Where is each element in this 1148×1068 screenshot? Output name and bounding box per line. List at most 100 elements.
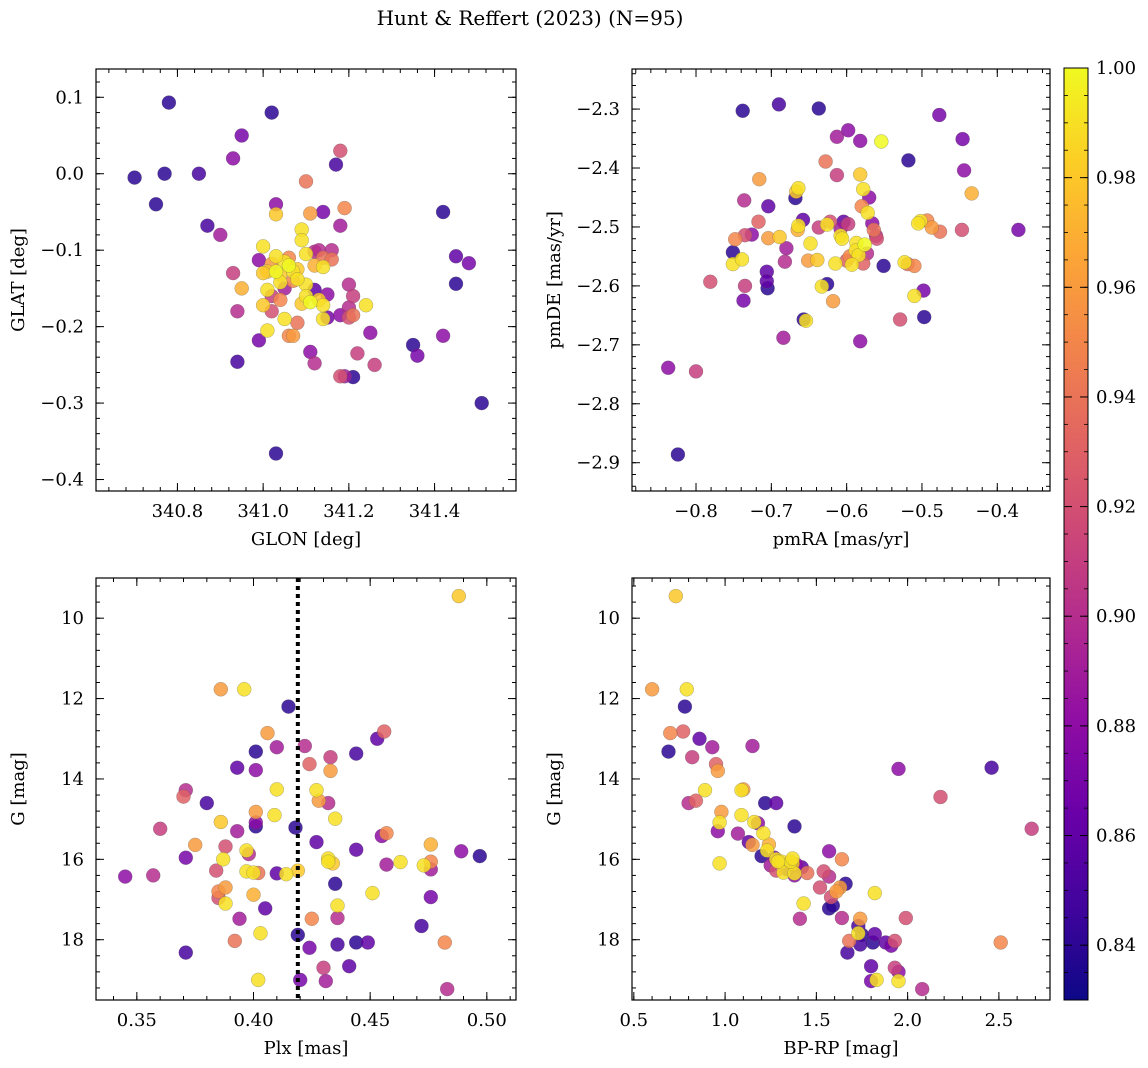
- x-axis-label: Plx [mas]: [264, 1038, 349, 1059]
- data-point: [316, 960, 331, 975]
- colorbar-tick-label: 0.90: [1096, 606, 1136, 627]
- data-point: [751, 214, 766, 229]
- data-point: [345, 288, 361, 304]
- data-point: [350, 346, 365, 361]
- data-point: [785, 851, 800, 866]
- x-tick-label: 2.5: [985, 1010, 1014, 1031]
- panel-glon-glat: 340.8 341.0 341.2 341.4 −0.4 −0.3 −0.2 −0.1 0.0 0…: [8, 68, 517, 550]
- data-point: [791, 180, 806, 196]
- data-point: [814, 279, 829, 294]
- data-point: [365, 885, 380, 901]
- data-point: [769, 795, 784, 811]
- panel-pmra-pmde: −0.8 −0.7 −0.6 −0.5 −0.4 −2.9 −2.8 −2.7 −2.6 −2.5…: [544, 68, 1051, 550]
- data-point: [127, 170, 142, 185]
- data-point: [803, 236, 818, 251]
- data-point: [414, 918, 429, 934]
- data-point: [200, 218, 215, 233]
- data-point: [688, 793, 704, 808]
- x-tick-label: 0.5: [620, 1010, 649, 1031]
- data-point: [448, 276, 464, 291]
- data-point: [349, 746, 364, 761]
- data-point: [285, 328, 301, 343]
- data-point: [230, 304, 245, 319]
- data-point: [811, 101, 826, 116]
- data-point: [1011, 222, 1026, 238]
- data-point: [897, 255, 912, 270]
- data-point: [298, 174, 314, 189]
- data-point: [857, 237, 872, 252]
- data-point: [734, 252, 750, 267]
- data-point: [661, 744, 676, 759]
- y-tick-label: 0.0: [55, 164, 84, 185]
- data-point: [269, 782, 284, 797]
- data-point: [229, 824, 245, 839]
- data-point: [323, 763, 338, 779]
- data-point: [735, 103, 750, 119]
- data-point: [187, 837, 203, 853]
- data-point: [887, 933, 902, 949]
- data-point: [891, 761, 906, 777]
- data-point: [776, 330, 791, 345]
- data-point: [461, 256, 477, 271]
- data-point: [345, 308, 361, 323]
- data-point: [246, 865, 261, 880]
- data-point: [771, 97, 787, 112]
- data-point: [178, 945, 194, 960]
- y-tick-label: 12: [61, 689, 84, 710]
- data-point: [677, 699, 693, 714]
- y-tick-label: 12: [597, 689, 620, 710]
- data-point: [423, 837, 438, 852]
- data-point: [323, 750, 338, 765]
- data-point: [304, 911, 319, 926]
- data-point: [268, 446, 284, 461]
- data-point: [644, 682, 660, 697]
- data-point: [277, 311, 292, 327]
- data-point: [984, 760, 999, 775]
- y-tick-label: 16: [597, 849, 620, 870]
- data-point: [255, 265, 271, 281]
- data-point: [251, 972, 266, 988]
- axes-frame: [95, 577, 517, 1001]
- y-tick-label: 10: [597, 608, 620, 629]
- data-point: [315, 259, 331, 275]
- data-point: [290, 272, 305, 287]
- data-point: [834, 910, 850, 926]
- data-point: [703, 274, 718, 289]
- data-point: [440, 981, 455, 997]
- data-point: [236, 682, 252, 697]
- data-point: [330, 937, 345, 952]
- data-point: [379, 857, 394, 872]
- data-point: [812, 880, 828, 895]
- data-point: [887, 960, 902, 975]
- data-point: [747, 814, 762, 830]
- data-point: [307, 356, 322, 371]
- data-point: [303, 295, 318, 310]
- x-axis-label: GLON [deg]: [251, 529, 361, 550]
- x-tick-label: −0.6: [825, 501, 869, 522]
- data-point: [279, 867, 294, 882]
- data-point: [697, 783, 713, 798]
- axes-frame: [631, 68, 1051, 492]
- data-point: [917, 309, 932, 325]
- data-point: [269, 740, 284, 755]
- data-point: [218, 839, 233, 854]
- data-point: [834, 231, 850, 246]
- data-point: [841, 123, 856, 138]
- data-point: [818, 154, 833, 169]
- data-point: [281, 699, 296, 714]
- data-point: [863, 959, 879, 974]
- data-point: [161, 95, 177, 110]
- y-tick-label: −0.4: [40, 470, 84, 491]
- data-point: [273, 292, 288, 308]
- x-tick-label: 1.5: [802, 1010, 831, 1031]
- data-point: [954, 222, 970, 238]
- data-point: [255, 298, 271, 313]
- data-point: [901, 153, 916, 168]
- data-point: [675, 724, 691, 739]
- data-point: [315, 311, 331, 327]
- data-point: [955, 131, 970, 147]
- data-point: [267, 807, 282, 823]
- data-point: [851, 926, 866, 941]
- data-point: [1024, 821, 1039, 836]
- data-point: [377, 724, 392, 739]
